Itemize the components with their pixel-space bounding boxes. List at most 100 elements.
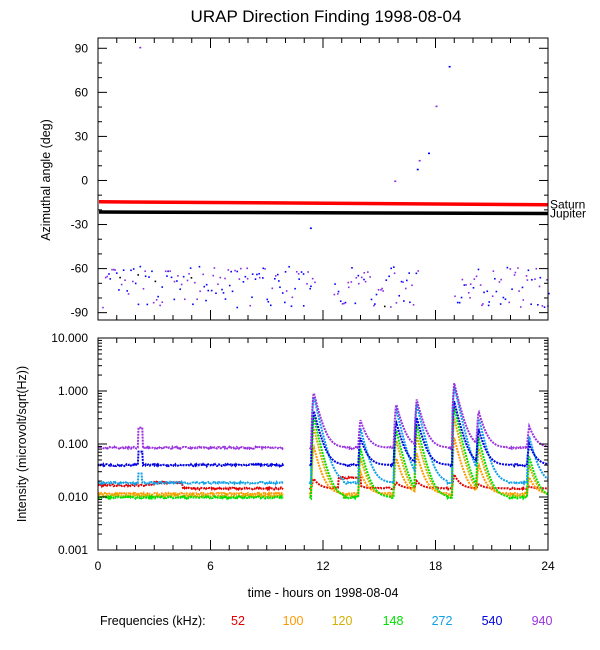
df-outlier-point	[309, 227, 312, 230]
df-point	[278, 280, 280, 282]
df-point	[132, 280, 134, 283]
df-point	[109, 278, 112, 280]
df-point	[364, 280, 367, 283]
df-point	[513, 274, 516, 276]
df-point	[492, 270, 495, 272]
df-point	[500, 278, 502, 281]
df-point	[288, 265, 290, 268]
df-point	[311, 277, 314, 280]
df-point	[417, 270, 420, 272]
df-outlier-point	[418, 159, 421, 162]
df-point	[408, 272, 410, 274]
series-52-line	[308, 471, 548, 492]
x-tick-label: 18	[429, 559, 443, 573]
df-point	[254, 278, 257, 280]
df-point	[495, 290, 498, 293]
series-100-line	[308, 437, 549, 498]
df-point	[104, 276, 107, 279]
df-point	[307, 271, 309, 273]
df-point	[403, 300, 405, 302]
df-point	[210, 289, 213, 292]
df-point	[498, 281, 501, 283]
series-120-line	[309, 417, 549, 499]
df-point	[276, 273, 279, 276]
df-point	[310, 285, 312, 288]
df-point	[189, 267, 192, 269]
df-point	[251, 296, 253, 299]
df-point	[137, 274, 139, 276]
df-point	[309, 287, 312, 290]
df-point	[188, 272, 190, 275]
df-point	[522, 299, 525, 301]
df-point	[341, 303, 344, 305]
df-point	[377, 289, 380, 291]
df-outlier-point	[416, 168, 419, 171]
df-point	[300, 271, 303, 273]
df-point	[258, 272, 260, 275]
df-point	[279, 286, 281, 289]
top-y-tick-label: 90	[75, 41, 89, 55]
df-point	[381, 287, 383, 290]
df-point	[373, 304, 375, 307]
df-outlier-point	[428, 152, 430, 155]
df-point	[169, 270, 171, 272]
df-point	[537, 304, 539, 306]
legend: Frequencies (kHz): 52 100 120 148 272 540 940	[100, 614, 552, 628]
df-point	[355, 277, 358, 279]
legend-entry-52: 52	[231, 614, 245, 628]
df-point	[494, 277, 496, 280]
df-point	[137, 303, 140, 306]
df-point	[314, 281, 316, 284]
bottom-y-tick-label: 1.000	[58, 384, 88, 398]
df-point	[535, 267, 538, 270]
legend-entry-148: 148	[383, 614, 404, 628]
x-tick-label: 6	[207, 559, 214, 573]
df-point	[357, 282, 360, 285]
df-point	[152, 301, 155, 304]
df-point	[411, 284, 413, 287]
df-point	[221, 288, 223, 291]
df-point	[363, 272, 366, 274]
df-point	[115, 272, 118, 274]
bottom-y-tick-label: 0.001	[58, 543, 88, 557]
df-point	[222, 292, 225, 294]
df-point	[173, 298, 176, 301]
df-point	[363, 278, 365, 281]
df-point	[274, 277, 276, 280]
df-point	[488, 301, 491, 303]
top-y-tick-label: 0	[81, 173, 88, 187]
df-point	[298, 278, 300, 280]
df-point	[186, 279, 189, 282]
df-point	[367, 271, 369, 273]
df-point	[531, 278, 533, 281]
df-point	[454, 295, 456, 298]
df-point	[508, 301, 511, 304]
df-point	[202, 273, 204, 276]
df-point	[148, 276, 150, 278]
df-point	[283, 301, 286, 304]
df-point	[344, 301, 347, 304]
df-point	[499, 303, 502, 305]
df-point	[402, 281, 404, 283]
series-148-line	[97, 494, 284, 501]
df-point	[405, 287, 407, 290]
legend-entry-940: 940	[532, 614, 553, 628]
df-point	[164, 270, 167, 273]
df-point	[406, 279, 408, 282]
bottom-y-tick-label: 10.000	[51, 331, 88, 345]
df-point	[347, 281, 350, 284]
df-point	[385, 279, 388, 281]
df-point	[491, 295, 494, 298]
df-point	[486, 290, 489, 293]
df-point	[142, 287, 145, 290]
df-point	[546, 279, 548, 281]
df-point	[159, 304, 161, 307]
df-point	[521, 286, 524, 289]
df-point	[124, 279, 126, 282]
jupiter-line	[98, 210, 549, 216]
df-point	[306, 283, 308, 285]
df-point	[244, 275, 247, 278]
df-point	[132, 268, 135, 270]
df-point	[511, 288, 513, 291]
df-point	[380, 289, 382, 291]
